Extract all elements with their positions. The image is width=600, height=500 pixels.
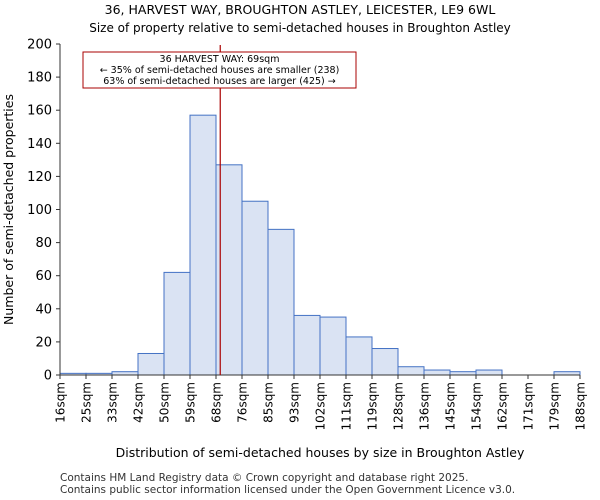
x-tick-label: 154sqm <box>470 382 484 430</box>
x-tick-label: 162sqm <box>496 382 510 430</box>
histogram-chart: 36, HARVEST WAY, BROUGHTON ASTLEY, LEICE… <box>1 2 588 460</box>
histogram-bar <box>319 316 347 376</box>
histogram-bar <box>475 369 503 376</box>
chart-subtitle: Size of property relative to semi-detach… <box>89 21 511 35</box>
x-tick-label: 102sqm <box>314 382 328 430</box>
annotation-line-2: ← 35% of semi-detached houses are smalle… <box>100 65 340 76</box>
x-tick-label: 68sqm <box>210 382 224 423</box>
annotation-line-1: 36 HARVEST WAY: 69sqm <box>160 54 280 65</box>
y-tick-label: 20 <box>35 335 52 350</box>
y-tick-label: 160 <box>27 104 52 119</box>
y-axis-label: Number of semi-detached properties <box>1 94 16 325</box>
x-tick-label: 128sqm <box>392 382 406 430</box>
x-tick-label: 59sqm <box>184 382 198 423</box>
y-tick-label: 180 <box>27 71 52 86</box>
histogram-bar <box>163 271 191 376</box>
x-tick-label: 145sqm <box>444 382 458 430</box>
x-tick-label: 76sqm <box>236 382 250 423</box>
x-axis-label: Distribution of semi-detached houses by … <box>116 445 525 460</box>
x-tick-label: 25sqm <box>80 382 94 423</box>
annotation-box <box>82 51 357 89</box>
y-tick-label: 80 <box>35 236 52 251</box>
y-tick-label: 140 <box>27 137 52 152</box>
histogram-bar <box>397 366 425 376</box>
x-tick-label: 93sqm <box>288 382 302 423</box>
x-tick-label: 42sqm <box>132 382 146 423</box>
x-tick-label: 111sqm <box>340 382 354 430</box>
y-tick-label: 200 <box>27 38 52 53</box>
x-tick-label: 171sqm <box>522 382 536 430</box>
x-tick-label: 136sqm <box>418 382 432 430</box>
histogram-bar <box>293 314 321 376</box>
y-tick-label: 120 <box>27 170 52 185</box>
x-tick-label: 85sqm <box>262 382 276 423</box>
x-tick-label: 16sqm <box>54 382 68 423</box>
y-tick-label: 40 <box>35 302 52 317</box>
histogram-bar <box>371 348 399 376</box>
footer-licence: Contains public sector information licen… <box>60 484 516 496</box>
chart-title: 36, HARVEST WAY, BROUGHTON ASTLEY, LEICE… <box>105 2 496 17</box>
x-tick-label: 33sqm <box>106 382 120 423</box>
histogram-bar <box>189 114 217 376</box>
y-tick-label: 0 <box>44 369 52 384</box>
histogram-bar <box>423 369 451 376</box>
histogram-bar <box>241 200 269 376</box>
x-tick-label: 188sqm <box>574 382 588 430</box>
histogram-bar <box>137 352 165 376</box>
x-tick-label: 50sqm <box>158 382 172 423</box>
y-tick-label: 100 <box>27 203 52 218</box>
annotation-line-3: 63% of semi-detached houses are larger (… <box>103 76 336 87</box>
x-tick-label: 179sqm <box>548 382 562 430</box>
footer-copyright: Contains HM Land Registry data © Crown c… <box>60 472 469 484</box>
y-tick-label: 60 <box>35 269 52 284</box>
x-tick-label: 119sqm <box>366 382 380 430</box>
histogram-bar <box>267 228 295 376</box>
histogram-bar <box>345 336 373 376</box>
